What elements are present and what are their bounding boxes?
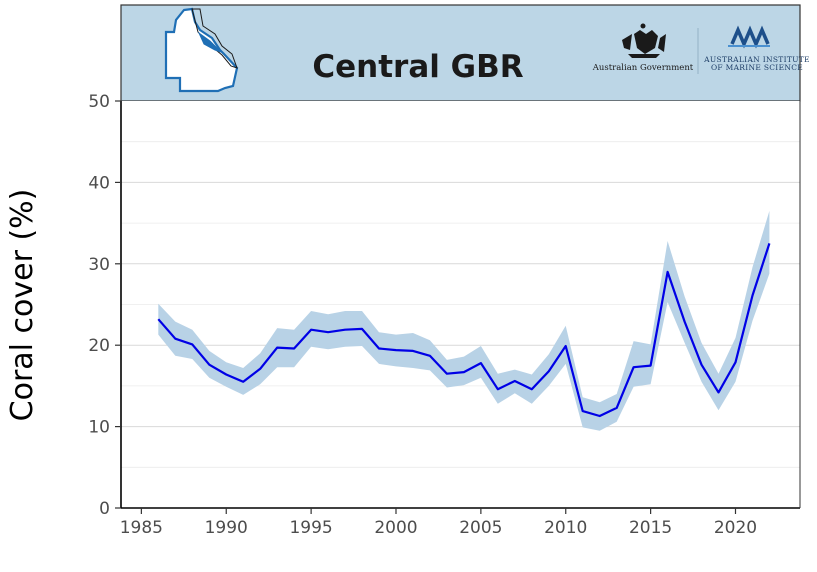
x-tick-label: 2005 (459, 518, 502, 538)
data-point (259, 368, 261, 370)
major-gridlines (121, 181, 800, 428)
data-point (429, 355, 431, 357)
data-point (751, 294, 753, 296)
data-point (191, 343, 193, 345)
logo-right-line2: OF MARINE SCIENCE (711, 63, 803, 72)
chart-title: Central GBR (312, 49, 523, 85)
data-point (717, 391, 719, 393)
x-tick-label: 2015 (629, 518, 672, 538)
y-tick-label: 0 (99, 499, 110, 519)
data-point (463, 371, 465, 373)
data-point (446, 372, 448, 374)
data-point (598, 415, 600, 417)
data-point (242, 381, 244, 383)
y-tick-label: 30 (88, 255, 110, 275)
data-point (412, 350, 414, 352)
logo-right-line1: AUSTRALIAN INSTITUTE (703, 55, 810, 64)
logo-left-text: Australian Government (592, 63, 694, 73)
aims-logo: AUSTRALIAN INSTITUTE OF MARINE SCIENCE (703, 25, 810, 72)
data-point (565, 345, 567, 347)
data-point (157, 318, 159, 320)
data-point (514, 380, 516, 382)
data-point (480, 362, 482, 364)
data-point (734, 361, 736, 363)
data-point (225, 373, 227, 375)
data-point (344, 329, 346, 331)
data-point (666, 271, 668, 273)
data-point (548, 370, 550, 372)
y-tick-label: 40 (88, 173, 110, 193)
data-point (649, 364, 651, 366)
data-point (208, 364, 210, 366)
data-point (310, 329, 312, 331)
data-point (632, 366, 634, 368)
data-point (700, 364, 702, 366)
x-tick-label: 2000 (374, 518, 417, 538)
data-point (174, 337, 176, 339)
queensland-map-icon (164, 7, 239, 93)
coral-cover-line (157, 243, 771, 418)
data-point (582, 410, 584, 412)
y-tick-label: 50 (88, 92, 110, 112)
data-point (683, 320, 685, 322)
data-point (615, 407, 617, 409)
data-point (276, 346, 278, 348)
data-point (531, 388, 533, 390)
data-point (327, 331, 329, 333)
data-point (293, 347, 295, 349)
data-point (768, 242, 770, 244)
y-tick-label: 10 (88, 418, 110, 438)
x-tick-label: 1990 (205, 518, 248, 538)
x-tick-label: 2020 (714, 518, 757, 538)
australian-government-logo: Australian Government (592, 23, 694, 73)
data-point (395, 349, 397, 351)
x-tick-label: 2010 (544, 518, 587, 538)
y-tick-label: 20 (88, 336, 110, 356)
y-axis-label: Coral cover (%) (5, 189, 40, 422)
x-axis-ticks: 1985 1990 1995 2000 2005 2010 2015 2020 (120, 508, 757, 538)
y-axis-ticks: 0 10 20 30 40 50 (88, 92, 121, 519)
x-tick-label: 1985 (120, 518, 163, 538)
data-point (497, 388, 499, 390)
x-tick-label: 1995 (289, 518, 332, 538)
data-point (378, 347, 380, 349)
data-point (361, 328, 363, 330)
